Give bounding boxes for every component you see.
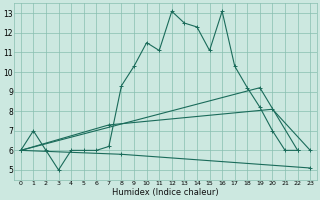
X-axis label: Humidex (Indice chaleur): Humidex (Indice chaleur) <box>112 188 219 197</box>
